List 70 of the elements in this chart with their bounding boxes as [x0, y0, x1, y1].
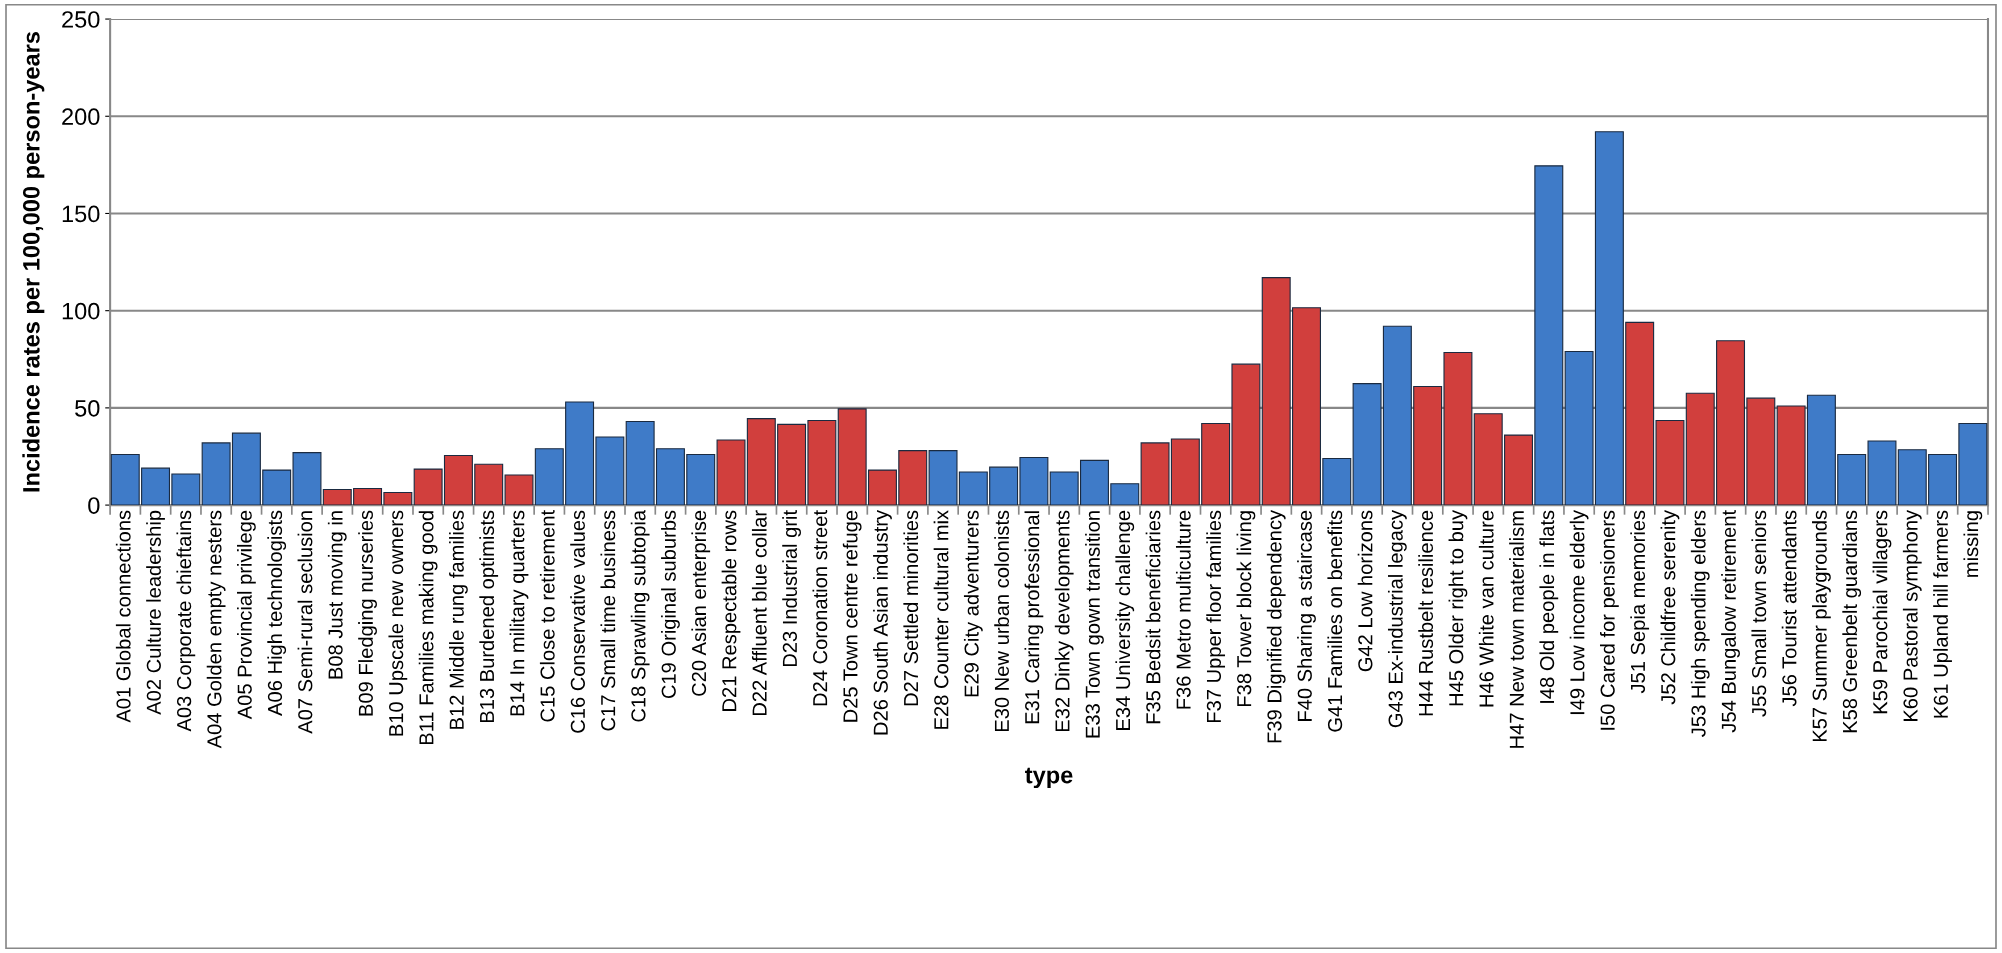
- x-tick-label: G42 Low horizons: [1357, 510, 1373, 672]
- x-tick-label: A06 High technologists: [267, 510, 287, 716]
- x-tick-label: B09 Fledging nurseries: [358, 510, 377, 716]
- x-tick-label: C15 Close to retirement: [539, 510, 555, 722]
- x-tick-label: D24 Coronation street: [812, 510, 828, 706]
- x-tick-label: A05 Provincial privilege: [237, 510, 256, 720]
- y-tick-label: 0: [88, 497, 100, 514]
- x-tick-label: J56 Tourist attendants: [1781, 510, 1797, 707]
- x-tick-label: J51 Sepia memories: [1630, 510, 1650, 694]
- x-tick-label: H46 White van culture: [1478, 510, 1494, 707]
- x-tick-label: C17 Small time business: [600, 510, 616, 731]
- x-tick-label: E33 Town gown transition: [1085, 511, 1104, 738]
- x-tick-label: A03 Corporate chieftains: [176, 510, 196, 732]
- x-tick-label: C20 Asian enterprise: [691, 510, 711, 696]
- x-tick-label: K57 Summer playgrounds: [1812, 510, 1831, 742]
- x-tick-label: B11 Families making good: [418, 511, 438, 745]
- x-tick-label: F37 Upper floor families: [1206, 510, 1226, 723]
- x-tick-label: B12 Middle rung families: [449, 510, 468, 729]
- x-tick-label: K61 Upland hill farmers: [1933, 510, 1952, 718]
- x-tick-label: H47 New town materialism: [1509, 511, 1524, 748]
- x-tick-label: K59 Parochial villagers: [1872, 510, 1892, 714]
- x-tick-label: B13 Burdened optimists: [479, 510, 499, 723]
- x-tick-label: G43 Ex-industrial legacy: [1387, 509, 1407, 728]
- x-tick-label: C19 Original suburbs: [661, 510, 680, 699]
- x-tick-label: A07 Semi-rural seclusion: [297, 511, 313, 734]
- x-tick-label: E32 Dinky developments: [1054, 510, 1074, 732]
- x-tick-label: K58 Greenbelt guardians: [1842, 510, 1862, 733]
- y-tick-label: 200: [62, 108, 100, 126]
- x-tick-label: D23 Industrial grit: [782, 510, 801, 667]
- x-tick-label: F39 Dignified dependency: [1266, 509, 1286, 743]
- x-tick-label: missing: [1963, 511, 1983, 577]
- x-tick-label: H45 Older right to buy: [1448, 509, 1468, 706]
- x-tick-label: K60 Pastoral symphony: [1902, 509, 1922, 721]
- x-tick-label: B08 Just moving in: [327, 511, 347, 679]
- x-tick-label: E28 Counter cultural mix: [933, 510, 949, 729]
- y-axis-title: Incidence rates per 100,000 person-years: [22, 32, 45, 492]
- x-tick-label: J55 Small town seniors: [1751, 510, 1767, 717]
- y-tick-label: 250: [62, 11, 100, 28]
- x-tick-label: I49 Low income elderly: [1569, 509, 1589, 715]
- x-tick-label: B14 In military quarters: [509, 510, 529, 716]
- x-tick-label: E34 University challenge: [1115, 510, 1135, 730]
- x-axis-title: type: [1025, 767, 1073, 789]
- x-tick-label: F40 Sharing a staircase: [1297, 510, 1316, 721]
- x-tick-label: F38 Tower block living: [1236, 511, 1256, 707]
- x-tick-label: D25 Town centre refuge: [842, 510, 862, 722]
- x-tick-label: J52 Childfree serenity: [1660, 509, 1680, 705]
- x-tick-label: D26 South Asian industry: [873, 509, 892, 735]
- x-tick-label: C16 Conservative values: [570, 510, 585, 733]
- x-tick-label: G41 Families on benefits: [1327, 510, 1343, 732]
- x-tick-label: F36 Metro multiculture: [1175, 510, 1191, 709]
- x-tick-label: E30 New urban colonists: [994, 510, 1010, 732]
- x-tick-label: E31 Caring professional: [1024, 511, 1044, 724]
- x-tick-label: I48 Old people in flats: [1539, 510, 1559, 703]
- x-tick-label: A01 Global connections: [115, 510, 131, 723]
- x-tick-label: B10 Upscale new owners: [388, 510, 408, 736]
- x-tick-label: J53 High spending elders: [1690, 510, 1710, 737]
- x-tick-label: D22 Affluent blue collar: [751, 510, 767, 716]
- y-tick-label: 100: [62, 302, 100, 320]
- x-tick-label: I50 Cared for pensioners: [1600, 510, 1619, 730]
- x-tick-label: J54 Bungalow retirement: [1721, 510, 1740, 733]
- x-tick-label: D21 Respectable rows: [721, 510, 741, 711]
- x-tick-label: E29 City adventurers: [963, 510, 983, 697]
- x-tick-label: A04 Golden empty nesters: [206, 510, 226, 749]
- x-tick-label: H44 Rustbelt resilience: [1418, 510, 1434, 716]
- y-tick-label: 150: [62, 205, 100, 223]
- x-tick-label: A02 Culture leadership: [146, 510, 165, 715]
- x-tick-label: C18 Sprawling subtopia: [630, 509, 650, 722]
- y-tick-label: 50: [75, 399, 100, 417]
- x-tick-label: D27 Settled minorities: [903, 510, 919, 706]
- x-tick-label: F35 Bedsit beneficiaries: [1145, 510, 1161, 724]
